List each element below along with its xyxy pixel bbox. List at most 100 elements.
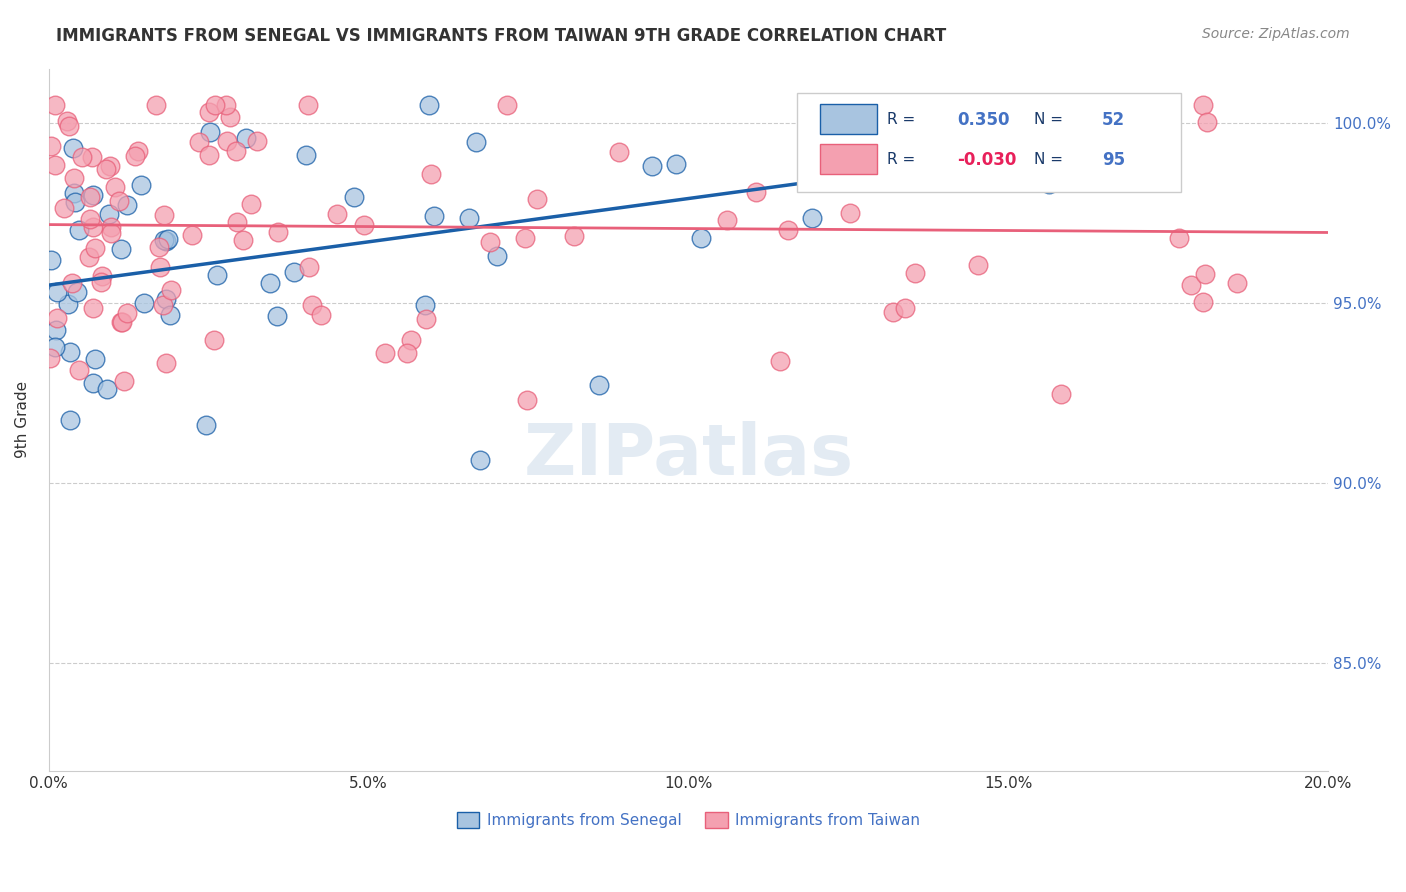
- Point: [115, 198, 138, 212]
- Point: [259, 276, 281, 290]
- Point: [198, 125, 221, 139]
- Point: [62, 171, 84, 186]
- Point: [98, 159, 121, 173]
- Point: [1226, 276, 1249, 290]
- Point: [44, 98, 66, 112]
- Point: [967, 258, 990, 272]
- Point: [152, 208, 174, 222]
- FancyBboxPatch shape: [820, 104, 876, 134]
- Point: [399, 333, 422, 347]
- Point: [198, 147, 221, 161]
- Point: [1095, 112, 1118, 127]
- Point: [267, 225, 290, 239]
- Point: [46, 285, 69, 299]
- Point: [225, 214, 247, 228]
- Point: [910, 97, 932, 112]
- Point: [326, 207, 349, 221]
- Point: [82, 219, 104, 234]
- Point: [46, 311, 69, 326]
- Point: [127, 144, 149, 158]
- Point: [745, 185, 768, 199]
- Point: [1038, 177, 1060, 191]
- Text: IMMIGRANTS FROM SENEGAL VS IMMIGRANTS FROM TAIWAN 9TH GRADE CORRELATION CHART: IMMIGRANTS FROM SENEGAL VS IMMIGRANTS FR…: [56, 27, 946, 45]
- Point: [82, 150, 104, 164]
- Point: [870, 161, 893, 175]
- Point: [235, 130, 257, 145]
- Point: [1194, 267, 1216, 281]
- Point: [97, 207, 120, 221]
- Point: [1049, 387, 1071, 401]
- Point: [45, 323, 67, 337]
- Point: [132, 296, 155, 310]
- Point: [823, 154, 845, 169]
- Point: [1095, 97, 1118, 112]
- Y-axis label: 9th Grade: 9th Grade: [15, 382, 30, 458]
- Point: [157, 232, 180, 246]
- Point: [44, 340, 66, 354]
- Point: [882, 305, 904, 319]
- Point: [665, 157, 688, 171]
- Point: [526, 193, 548, 207]
- Point: [152, 298, 174, 312]
- Point: [82, 188, 104, 202]
- Point: [942, 97, 965, 112]
- Point: [479, 235, 502, 250]
- Point: [82, 301, 104, 315]
- Point: [44, 158, 66, 172]
- Point: [58, 119, 80, 133]
- Point: [641, 159, 664, 173]
- Point: [94, 161, 117, 176]
- Point: [301, 298, 323, 312]
- Point: [941, 97, 963, 112]
- Point: [188, 135, 211, 149]
- Point: [343, 190, 366, 204]
- Point: [66, 285, 89, 299]
- Point: [204, 97, 226, 112]
- Point: [464, 135, 486, 149]
- Point: [52, 201, 75, 215]
- Point: [415, 311, 437, 326]
- Point: [90, 275, 112, 289]
- Point: [801, 211, 824, 226]
- Text: N =: N =: [1033, 153, 1063, 168]
- Point: [67, 223, 90, 237]
- Point: [197, 104, 219, 119]
- Point: [516, 393, 538, 408]
- Point: [904, 266, 927, 280]
- Point: [100, 219, 122, 234]
- Text: R =: R =: [887, 153, 915, 168]
- Point: [1180, 278, 1202, 293]
- Point: [84, 351, 107, 366]
- Point: [458, 211, 481, 225]
- Point: [716, 213, 738, 227]
- Point: [195, 417, 218, 432]
- Point: [82, 376, 104, 390]
- Point: [63, 186, 86, 201]
- Point: [984, 142, 1007, 156]
- Point: [96, 382, 118, 396]
- Point: [145, 97, 167, 112]
- Point: [298, 260, 321, 275]
- Point: [77, 250, 100, 264]
- Point: [395, 345, 418, 359]
- Point: [155, 356, 177, 370]
- Point: [218, 110, 240, 124]
- Point: [838, 206, 860, 220]
- Point: [148, 240, 170, 254]
- Point: [149, 260, 172, 274]
- Point: [769, 354, 792, 368]
- Point: [690, 231, 713, 245]
- Point: [309, 309, 332, 323]
- Point: [110, 242, 132, 256]
- Point: [225, 145, 247, 159]
- Point: [110, 315, 132, 329]
- Point: [266, 309, 288, 323]
- Point: [62, 141, 84, 155]
- Point: [84, 241, 107, 255]
- Point: [353, 218, 375, 232]
- Point: [180, 228, 202, 243]
- Text: 0.350: 0.350: [957, 111, 1010, 128]
- Text: Source: ZipAtlas.com: Source: ZipAtlas.com: [1202, 27, 1350, 41]
- Point: [160, 284, 183, 298]
- Point: [562, 228, 585, 243]
